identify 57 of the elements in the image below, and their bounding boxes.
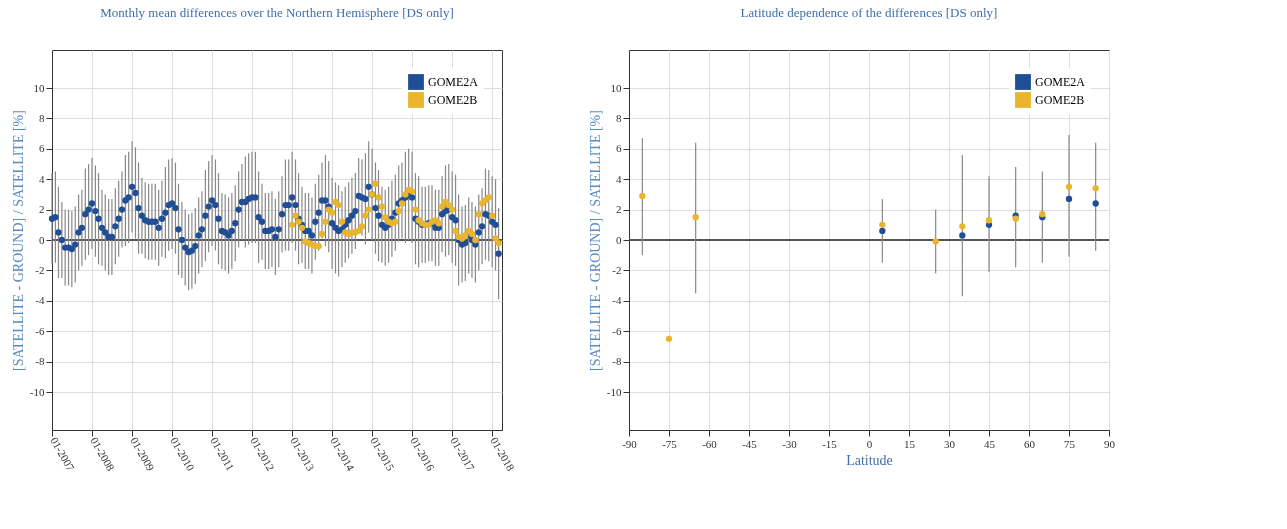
legend-label: GOME2A bbox=[1035, 75, 1086, 89]
point bbox=[985, 217, 993, 224]
y-tick-label: 8 bbox=[39, 111, 45, 124]
x-tick-label: 60 bbox=[1024, 437, 1036, 450]
y-tick-label: -4 bbox=[612, 294, 622, 307]
y-tick-label: 6 bbox=[616, 142, 622, 155]
legend-label: GOME2B bbox=[428, 93, 478, 107]
x-tick-label: 75 bbox=[1064, 437, 1076, 450]
y-tick-label: -2 bbox=[612, 263, 622, 276]
y-tick-label: -10 bbox=[606, 385, 622, 398]
y-tick-label: -8 bbox=[35, 355, 45, 368]
y-axis-title: [SATELLITE - GROUND] / SATELLITE [%] bbox=[10, 110, 26, 371]
x-tick-label: 0 bbox=[866, 437, 873, 450]
y-tick-label: 0 bbox=[616, 233, 622, 246]
y-tick-label: -2 bbox=[35, 263, 45, 276]
x-axis-title: Latitude bbox=[846, 452, 893, 468]
x-tick-label: 30 bbox=[944, 437, 956, 450]
point bbox=[879, 227, 886, 235]
chart-title: Latitude dependence of the differences [DS only] bbox=[740, 5, 998, 20]
x-tick-label: 15 bbox=[904, 437, 916, 450]
point bbox=[1065, 195, 1073, 203]
x-tick-label: 45 bbox=[984, 437, 996, 450]
y-tick-label: 4 bbox=[39, 172, 45, 185]
y-tick-label: 8 bbox=[616, 111, 622, 124]
legend-label: GOME2A bbox=[428, 75, 479, 89]
x-tick-label: 90 bbox=[1104, 437, 1116, 450]
x-tick-label: -30 bbox=[782, 437, 798, 450]
y-tick-label: 0 bbox=[39, 233, 45, 246]
y-tick-label: 10 bbox=[610, 81, 622, 94]
x-tick-label: -60 bbox=[702, 437, 718, 450]
y-tick-label: 10 bbox=[33, 81, 45, 94]
x-tick-label: -45 bbox=[742, 437, 758, 450]
x-tick-label: -15 bbox=[822, 437, 838, 450]
y-tick-label: -4 bbox=[35, 294, 45, 307]
y-tick-label: 4 bbox=[616, 172, 622, 185]
chart-title: Monthly mean differences over the Northern Hemisphere [DS only] bbox=[100, 5, 454, 20]
point bbox=[1092, 200, 1099, 207]
x-tick-label: -90 bbox=[622, 437, 638, 450]
point bbox=[1065, 183, 1073, 190]
y-axis-title: [SATELLITE - GROUND] / SATELLITE [%] bbox=[587, 110, 603, 371]
point bbox=[959, 232, 966, 239]
point bbox=[959, 223, 966, 230]
y-tick-label: -8 bbox=[612, 355, 622, 368]
point bbox=[639, 192, 646, 200]
x-tick-label: -75 bbox=[662, 437, 678, 450]
legend-label: GOME2B bbox=[1035, 93, 1085, 107]
point bbox=[932, 238, 939, 245]
y-tick-label: -10 bbox=[29, 385, 45, 398]
point bbox=[665, 335, 673, 342]
y-tick-label: 2 bbox=[39, 203, 45, 216]
y-tick-label: -6 bbox=[35, 324, 45, 337]
point bbox=[879, 221, 886, 228]
y-tick-label: 6 bbox=[39, 142, 45, 155]
y-tick-label: 2 bbox=[616, 203, 622, 216]
point bbox=[692, 214, 699, 221]
y-tick-label: -6 bbox=[612, 324, 622, 337]
point bbox=[1092, 185, 1099, 192]
